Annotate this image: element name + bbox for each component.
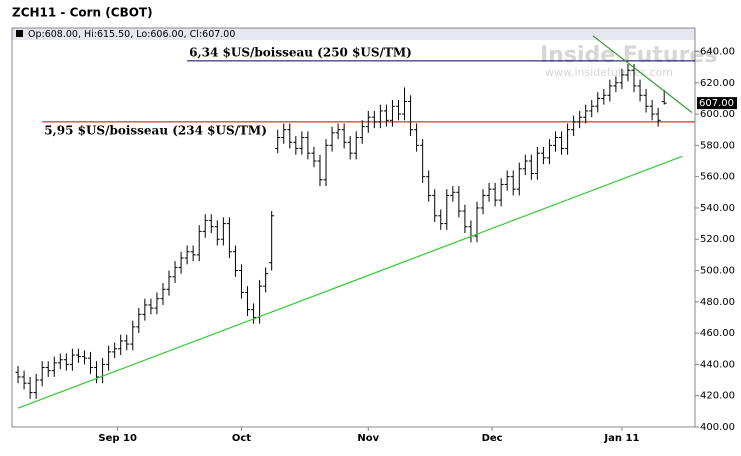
- y-tick-label: 600.00: [700, 109, 735, 120]
- x-tick-label: Oct: [232, 433, 251, 444]
- y-tick-label: 520.00: [700, 234, 735, 245]
- info-bar: [12, 28, 695, 40]
- y-tick-label: 420.00: [700, 391, 735, 402]
- y-tick-label: 540.00: [700, 203, 735, 214]
- y-tick-label: 440.00: [700, 359, 735, 370]
- y-tick-label: 400.00: [700, 422, 735, 433]
- y-tick-label: 640.00: [700, 46, 735, 57]
- x-tick-label: Nov: [357, 433, 379, 444]
- last-price-label: 607.00: [699, 98, 734, 109]
- x-tick-label: Jan 11: [603, 433, 639, 444]
- y-tick-label: 560.00: [700, 172, 735, 183]
- x-tick-label: Sep 10: [98, 433, 137, 444]
- plot-frame: [11, 27, 696, 428]
- watermark-url: www.insidefutures.com: [545, 66, 673, 79]
- y-tick-label: 480.00: [700, 297, 735, 308]
- y-tick-label: 620.00: [700, 78, 735, 89]
- y-tick-label: 460.00: [700, 328, 735, 339]
- trendline: [592, 35, 693, 113]
- info-text: Op:608.00, Hi:615.50, Lo:606.00, Cl:607.…: [28, 29, 235, 40]
- x-tick-label: Dec: [482, 433, 503, 444]
- y-tick-label: 580.00: [700, 140, 735, 151]
- info-icon: [16, 30, 23, 37]
- level-label: 6,34 $US/boisseau (250 $US/TM): [189, 45, 412, 59]
- chart-title: ZCH11 - Corn (CBOT): [12, 6, 153, 20]
- y-tick-label: 500.00: [700, 266, 735, 277]
- last-price-box: [697, 97, 737, 110]
- trendline: [17, 155, 683, 409]
- level-label: 5,95 $US/boisseau (234 $US/TM): [44, 123, 267, 137]
